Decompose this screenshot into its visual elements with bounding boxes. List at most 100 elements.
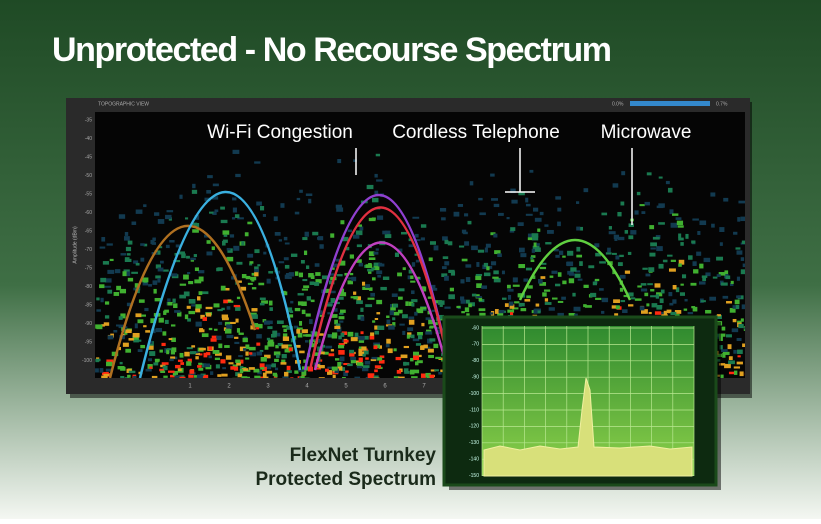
heat-cell [641,211,645,214]
heat-cell [136,263,140,266]
heat-cell [304,251,307,255]
heat-cell [361,346,366,350]
heat-cell [340,356,345,361]
heat-cell [212,246,215,250]
heat-cell [576,201,579,204]
heat-cell [733,319,737,322]
heat-cell [710,192,715,196]
heat-cell [306,193,312,196]
heat-cell [550,276,554,278]
heat-cell [372,198,378,202]
heat-cell [513,277,518,282]
heat-cell [241,241,244,245]
heat-cell [188,281,193,284]
heat-cell [249,263,252,265]
heat-cell [191,304,195,306]
heat-cell [369,257,376,260]
heat-cell [365,304,372,307]
heat-cell [228,299,232,301]
heat-cell [468,221,472,224]
heat-cell [534,309,538,314]
heat-cell [285,265,289,269]
heat-cell [235,319,238,323]
heat-cell [337,362,341,367]
heat-cell [502,271,505,275]
heat-cell [410,370,415,375]
heat-cell [171,273,178,276]
heat-cell [359,263,363,267]
heat-cell [295,271,298,275]
heat-cell [140,345,145,348]
heat-cell [678,225,684,227]
heat-cell [199,328,203,332]
heat-cell [692,218,699,220]
heat-cell [403,362,409,365]
heat-cell [380,287,387,290]
heat-cell [191,345,195,347]
inset-y-tick-label: -140 [469,457,479,463]
heat-cell [529,170,533,173]
heat-cell [486,244,491,248]
heat-cell [645,202,650,206]
heat-cell [136,210,143,214]
heat-cell [114,292,119,296]
heat-cell [725,275,730,279]
heat-cell [637,192,641,195]
heat-cell [235,360,240,363]
heat-cell [131,272,138,274]
heat-cell [680,242,683,246]
heat-cell [562,281,566,285]
heat-cell [375,318,378,320]
heat-cell [509,302,514,306]
heat-cell [251,308,257,311]
heat-cell [498,213,504,216]
heat-cell [122,271,126,276]
heat-cell [348,277,352,279]
heat-cell [232,217,235,219]
view-label: TOPOGRAPHIC VIEW [98,101,149,107]
heat-cell [394,348,397,351]
heat-cell [532,249,535,253]
heat-cell [140,243,144,246]
heat-cell [267,342,274,347]
heat-cell [274,216,278,221]
heat-cell [179,295,186,299]
heat-cell [408,316,414,319]
heat-cell [260,298,266,300]
heat-cell [157,278,160,283]
heat-cell [371,357,377,359]
heat-cell [629,223,634,227]
heat-cell [737,362,743,365]
heat-cell [616,305,620,309]
heat-cell [202,333,209,337]
heat-cell [475,276,481,280]
heat-cell [620,275,626,279]
heat-cell [275,368,278,371]
heat-cell [570,267,576,271]
heat-cell [388,348,393,353]
heat-cell [741,257,744,261]
heat-cell [283,329,287,332]
heat-cell [650,295,657,297]
heat-cell [410,281,415,283]
heat-cell [344,340,349,343]
heat-cell [555,284,560,287]
heat-cell [386,344,390,348]
heat-cell [257,352,263,356]
heat-cell [572,293,575,297]
heat-cell [291,254,297,257]
heat-cell [138,349,143,352]
heat-cell [351,360,356,363]
heat-cell [479,212,485,215]
heat-cell [145,330,150,333]
heat-cell [226,335,233,338]
title: Unprotected - No Recourse Spectrum [52,31,612,69]
heat-cell [602,298,608,302]
heat-cell [153,289,156,294]
heat-cell [115,269,120,273]
heat-cell [261,357,267,362]
heat-cell [370,335,375,339]
heat-cell [740,217,745,221]
heat-cell [479,308,486,311]
heat-cell [701,300,706,302]
